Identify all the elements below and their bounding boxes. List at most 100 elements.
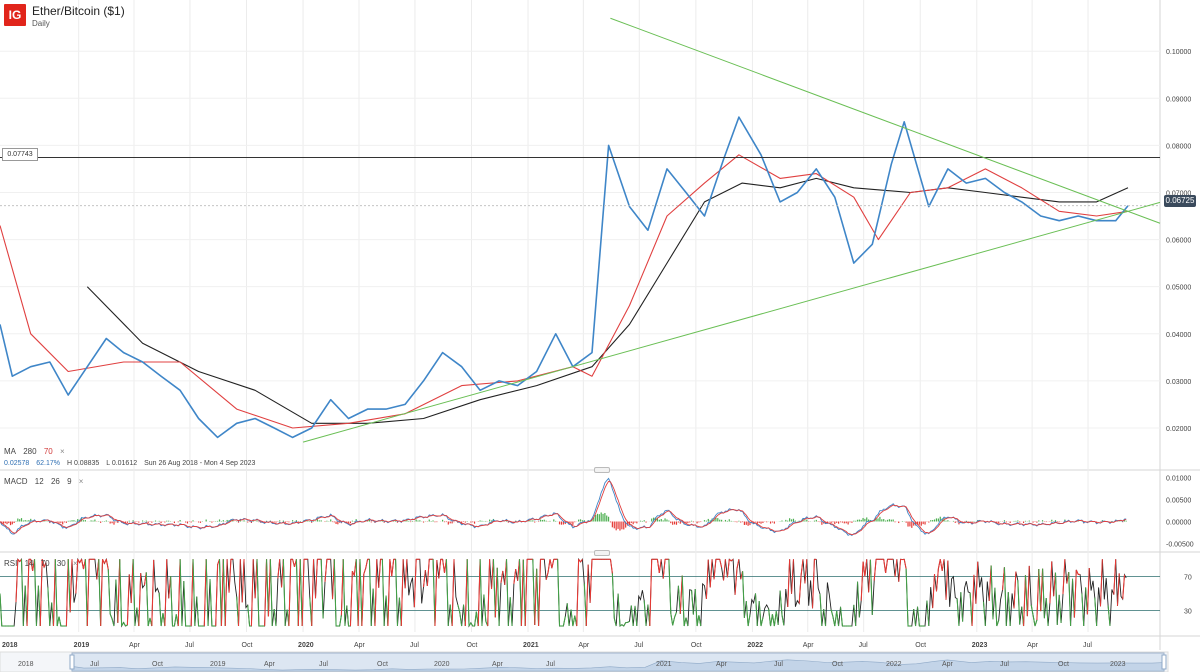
rsi-extreme-segment — [359, 559, 363, 627]
rsi-extreme-segment — [551, 559, 555, 569]
x-tick-label: Oct — [915, 642, 926, 649]
horizontal-line-tag[interactable]: 0.07743 — [2, 148, 38, 161]
rsi-extreme-segment — [381, 559, 385, 627]
rsi-extreme-segment — [477, 559, 481, 627]
rsi-extreme-segment — [662, 559, 666, 579]
rsi-extreme-segment — [679, 575, 683, 614]
rsi-extreme-segment — [1071, 578, 1075, 618]
rsi-pane — [0, 557, 1160, 628]
navigator-label: Jul — [774, 661, 783, 668]
pane-resize-handle-macd[interactable] — [594, 467, 610, 473]
rsi-extreme-segment — [282, 559, 286, 627]
ma-70-line — [0, 154, 1129, 429]
rsi-extreme-segment — [839, 606, 843, 627]
x-tick-label: Oct — [242, 642, 253, 649]
ma-close-icon[interactable]: × — [59, 447, 65, 456]
rsi-extreme-segment — [119, 559, 123, 627]
rsi-extreme-segment — [183, 581, 187, 627]
rsi-close-icon[interactable]: × — [73, 559, 78, 568]
rsi-extreme-segment — [698, 615, 702, 627]
rsi-extreme-segment — [81, 559, 85, 570]
rsi-extreme-segment — [613, 618, 617, 627]
navigator-area — [71, 659, 1165, 672]
navigator-left-handle — [69, 654, 75, 670]
rsi-extreme-segment — [190, 559, 194, 627]
rsi-extreme-segment — [770, 614, 773, 627]
rsi-extreme-segment — [117, 559, 121, 623]
rsi-extreme-segment — [545, 572, 549, 580]
rsi-extreme-segment — [742, 571, 745, 618]
rsi-extreme-segment — [883, 559, 887, 573]
macd-close-icon[interactable]: × — [78, 477, 84, 486]
rsi-extreme-segment — [520, 559, 524, 627]
rsi-extreme-segment — [775, 611, 779, 625]
rsi-extreme-segment — [672, 617, 676, 626]
rsi-extreme-segment — [277, 559, 281, 579]
rsi-extreme-segment — [913, 608, 917, 627]
rsi-extreme-segment — [445, 559, 449, 627]
rsi-extreme-segment — [670, 613, 674, 626]
rsi-extreme-segment — [681, 575, 685, 627]
navigator-label: Oct — [832, 661, 843, 668]
rsi-extreme-segment — [324, 559, 328, 582]
rsi-extreme-segment — [479, 559, 483, 627]
rsi-extreme-segment — [916, 606, 920, 627]
rsi-extreme-segment — [713, 559, 717, 580]
rsi-extreme-segment — [1049, 561, 1053, 604]
rsi-extreme-segment — [395, 559, 399, 627]
x-tick-label: Jul — [1083, 642, 1092, 649]
rsi-extreme-segment — [1045, 597, 1049, 627]
instrument-title[interactable]: Ether/Bitcoin ($1) — [32, 4, 125, 18]
pane-resize-handle-rsi[interactable] — [594, 550, 610, 556]
navigator[interactable]: 2018 Jul Oct 2019 Apr Jul Oct 2020 Apr Jul 2021 Apr… — [0, 651, 1169, 672]
price-tick-label: 0.04000 — [1166, 332, 1191, 339]
rsi-extreme-segment — [77, 559, 81, 563]
rsi-extreme-segment — [39, 559, 43, 627]
rsi-extreme-segment — [572, 615, 576, 627]
rsi-extreme-segment — [823, 609, 827, 627]
rsi-extreme-segment — [674, 611, 678, 618]
rsi-extreme-segment — [464, 559, 468, 627]
rsi-extreme-segment — [297, 559, 301, 627]
rsi-extreme-segment — [627, 620, 630, 623]
rsi-extreme-segment — [65, 559, 69, 627]
macd-line — [0, 477, 1127, 537]
rsi-extreme-segment — [20, 559, 24, 627]
rsi-extreme-segment — [971, 574, 975, 627]
rsi-extreme-segment — [990, 565, 994, 620]
rsi-extreme-segment — [685, 617, 689, 627]
rsi-extreme-segment — [56, 616, 60, 627]
navigator-label: Jul — [319, 661, 328, 668]
rsi-extreme-segment — [668, 559, 672, 614]
navigator-label: Apr — [942, 661, 954, 668]
x-tick-label: Apr — [129, 642, 141, 649]
rsi-extreme-segment — [926, 600, 930, 627]
rsi-extreme-segment — [265, 559, 269, 617]
rsi-extreme-segment — [487, 559, 491, 627]
rsi-extreme-segment — [804, 559, 808, 584]
rsi-extreme-segment — [996, 620, 1000, 627]
rsi-extreme-segment — [658, 559, 662, 574]
x-tick-label: Jul — [634, 642, 643, 649]
rsi-extreme-segment — [836, 610, 840, 627]
rsi-extreme-segment — [426, 559, 430, 587]
rsi-extreme-segment — [98, 559, 102, 627]
rsi-extreme-segment — [84, 559, 88, 627]
macd-tick-label: 0.00500 — [1166, 498, 1191, 505]
rsi-extreme-segment — [935, 568, 939, 592]
rsi-extreme-segment — [269, 559, 273, 627]
rsi-extreme-segment — [1007, 592, 1011, 627]
price-line — [0, 116, 1129, 439]
rsi-extreme-segment — [209, 578, 213, 627]
rsi-extreme-segment — [125, 624, 128, 627]
rsi-extreme-segment — [361, 574, 365, 627]
rsi-tick-label: 70 — [1184, 574, 1192, 581]
rsi-extreme-segment — [434, 560, 438, 627]
rsi-extreme-segment — [576, 559, 580, 627]
rsi-extreme-segment — [192, 559, 196, 627]
rsi-extreme-segment — [389, 559, 393, 577]
rsi-extreme-segment — [54, 559, 58, 627]
rsi-extreme-segment — [1054, 572, 1058, 625]
rsi-extreme-segment — [470, 622, 474, 627]
